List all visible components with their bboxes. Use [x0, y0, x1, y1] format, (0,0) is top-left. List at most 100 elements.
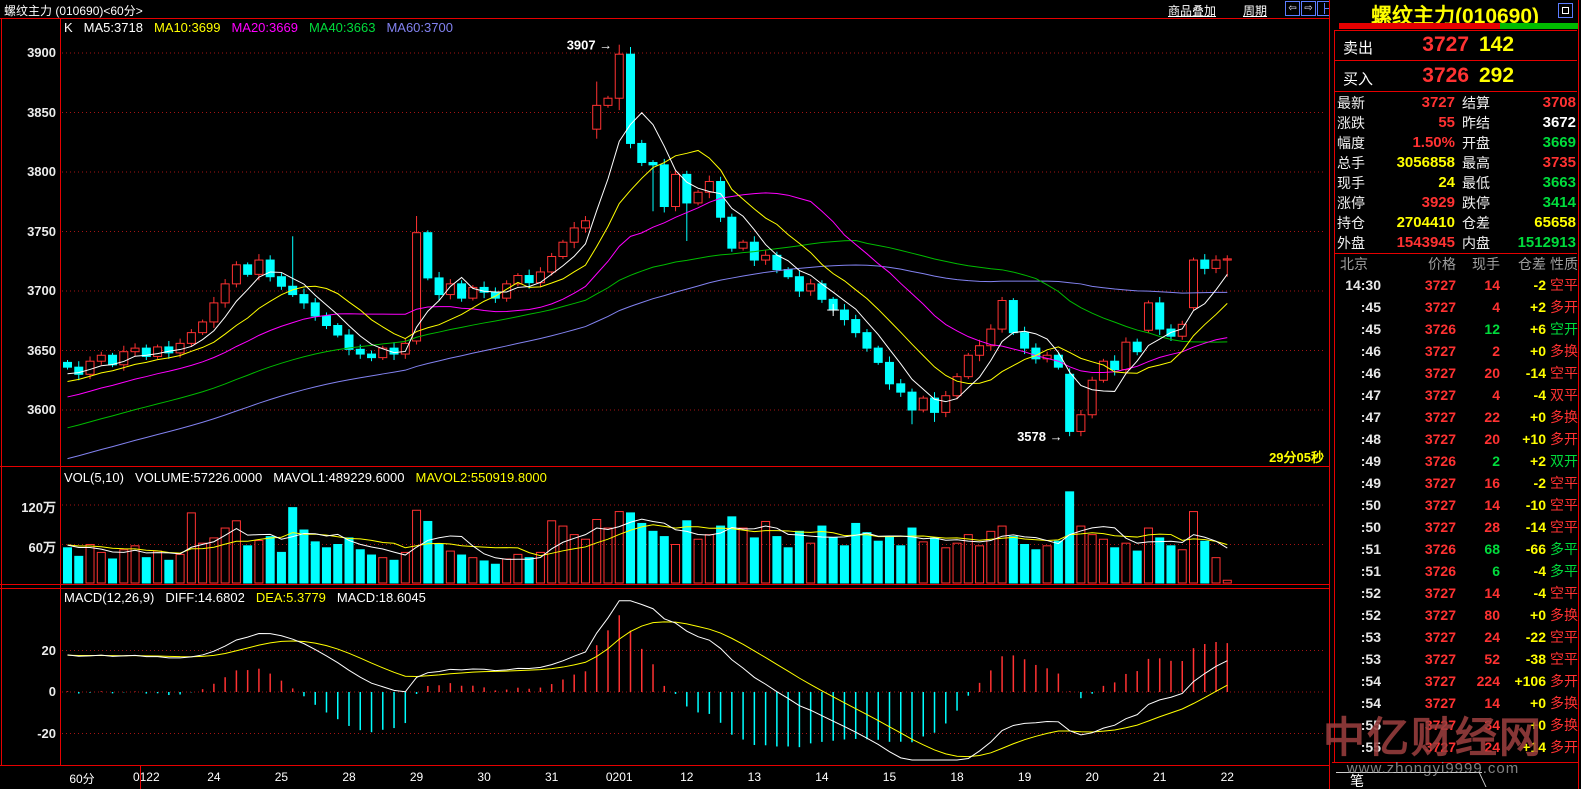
volume-bar	[614, 511, 624, 584]
volume-bar	[513, 553, 523, 584]
frame-border	[1, 18, 2, 765]
volume-bar	[1053, 540, 1063, 584]
candle-body	[468, 286, 478, 299]
macd-legend-item: MACD(12,26,9)	[64, 590, 155, 605]
quote-value: 55	[1438, 114, 1455, 131]
tick-row: :50 3727 28 -14 空平	[1330, 516, 1581, 538]
macd-legend-item: DEA:5.3779	[255, 590, 326, 605]
next-page-icon[interactable]: ⇨	[1301, 1, 1316, 16]
volume-bar	[378, 557, 388, 584]
quote-label: 内盘	[1462, 235, 1490, 251]
macd-axis-label: -20	[37, 725, 56, 741]
panel-separator	[1329, 0, 1330, 789]
tick-nature: 空平	[1550, 365, 1578, 381]
quote-label: 仓差	[1462, 215, 1490, 231]
tick-row: :52 3727 14 -4 空平	[1330, 582, 1581, 604]
tick-nature: 多开	[1550, 299, 1578, 315]
candle-body	[952, 376, 962, 397]
indicator-line	[67, 149, 1228, 384]
quote-value: 3056858	[1396, 154, 1455, 171]
volume-legend: VOL(5,10) VOLUME:57226.0000 MAVOL1:489229.…	[64, 470, 558, 485]
prev-page-icon[interactable]: ⇦	[1285, 1, 1300, 16]
date-axis: 60分 0122 24 25 28 29 30 31 0201 12 13 14 15 18 19 20 21…	[0, 766, 1330, 789]
tick-price: 3726	[1424, 321, 1456, 337]
volume-bar	[119, 549, 129, 584]
candle-body	[941, 395, 951, 413]
candle-body	[85, 360, 95, 375]
tick-nature: 多开	[1550, 431, 1578, 447]
quote-panel: 螺纹主力(010690) 卖出 3727 142 买入 3726 292 最新 3…	[1330, 0, 1581, 789]
quote-value: 3663	[1542, 174, 1576, 191]
volume-bar	[243, 545, 253, 584]
tick-time: :52	[1360, 607, 1381, 623]
tick-time: :50	[1360, 497, 1381, 513]
macd-legend: MACD(12,26,9) DIFF:14.6802 DEA:5.3779 MACD:…	[64, 590, 437, 605]
tab-tick-by-tick[interactable]: 笔	[1350, 773, 1364, 789]
quote-label: 昨结	[1462, 115, 1490, 131]
volume-bar	[1076, 525, 1086, 584]
indicator-line	[67, 239, 1228, 429]
candle-body	[119, 351, 129, 366]
volume-bar	[310, 541, 320, 584]
indicator-line	[67, 600, 1228, 761]
volume-bar	[704, 534, 714, 584]
tick-row: :50 3727 14 -10 空平	[1330, 494, 1581, 516]
tick-nature: 空平	[1550, 277, 1578, 293]
volume-bar	[389, 559, 399, 584]
period-link[interactable]: 周期	[1243, 4, 1268, 18]
volume-bar	[558, 525, 568, 584]
candle-body	[198, 321, 208, 334]
tick-volume: 4	[1492, 387, 1500, 403]
title-bar: 螺纹主力 (010690)<60分> 商品叠加 周期 ⇦ ⇨	[0, 0, 1332, 18]
volume-bar	[1008, 536, 1018, 584]
volume-bar	[1132, 550, 1142, 584]
quote-value: 3669	[1542, 134, 1576, 151]
tick-time: :54	[1360, 695, 1381, 711]
candle-body	[671, 173, 681, 208]
candle-body	[1087, 379, 1097, 416]
tick-volume: 80	[1484, 607, 1500, 623]
candle-body	[1211, 259, 1221, 269]
candle-body	[975, 345, 985, 356]
overlay-commodity-link[interactable]: 商品叠加	[1168, 4, 1217, 18]
volume-bar	[884, 536, 894, 584]
tick-row: :54 3727 14 +0 多换	[1330, 692, 1581, 714]
quote-label: 跌停	[1462, 195, 1490, 211]
volume-bar	[265, 536, 275, 584]
tick-row: :48 3727 20 +10 多开	[1330, 428, 1581, 450]
date-axis-label: 19	[1017, 770, 1032, 784]
price-legend: K MA5:3718 MA10:3699 MA20:3669 MA40:3663 MA60…	[64, 20, 464, 35]
candle-body	[524, 275, 534, 284]
candle-body	[682, 173, 692, 204]
volume-bar	[175, 553, 185, 584]
volume-axis-label: 60万	[28, 539, 56, 555]
tick-price: 3726	[1424, 453, 1456, 469]
volume-bar	[524, 557, 534, 584]
volume-bar	[355, 549, 365, 584]
volume-bar	[209, 537, 219, 584]
quote-value: 3929	[1421, 194, 1455, 211]
tick-nature: 多开	[1550, 739, 1578, 755]
candle-body	[727, 216, 737, 249]
candle-body	[580, 220, 590, 229]
quote-label: 持仓	[1337, 215, 1365, 231]
period-indicator[interactable]: 60分	[69, 772, 95, 786]
tick-time: :53	[1360, 629, 1381, 645]
volume-bar	[761, 520, 771, 584]
price-legend-item: MA5:3718	[83, 20, 143, 35]
tick-oi-delta: -38	[1525, 651, 1546, 667]
tab-outline	[1336, 772, 1482, 773]
tick-volume: 34	[1484, 717, 1500, 733]
quote-value: 3727	[1421, 94, 1455, 111]
tick-price: 3727	[1424, 673, 1456, 689]
maximize-icon[interactable]	[1558, 3, 1573, 18]
tick-row: :55 3727 34 +0 多换	[1330, 714, 1581, 736]
quote-label: 最低	[1462, 175, 1490, 191]
tick-row: :51 3726 6 -4 多平	[1330, 560, 1581, 582]
tick-row: :52 3727 80 +0 多换	[1330, 604, 1581, 626]
price-axis-label: 3750	[27, 223, 56, 239]
candle-body	[310, 302, 320, 317]
candle-body	[378, 347, 388, 359]
quote-value: 24	[1438, 174, 1455, 191]
volume-bar	[96, 551, 106, 584]
